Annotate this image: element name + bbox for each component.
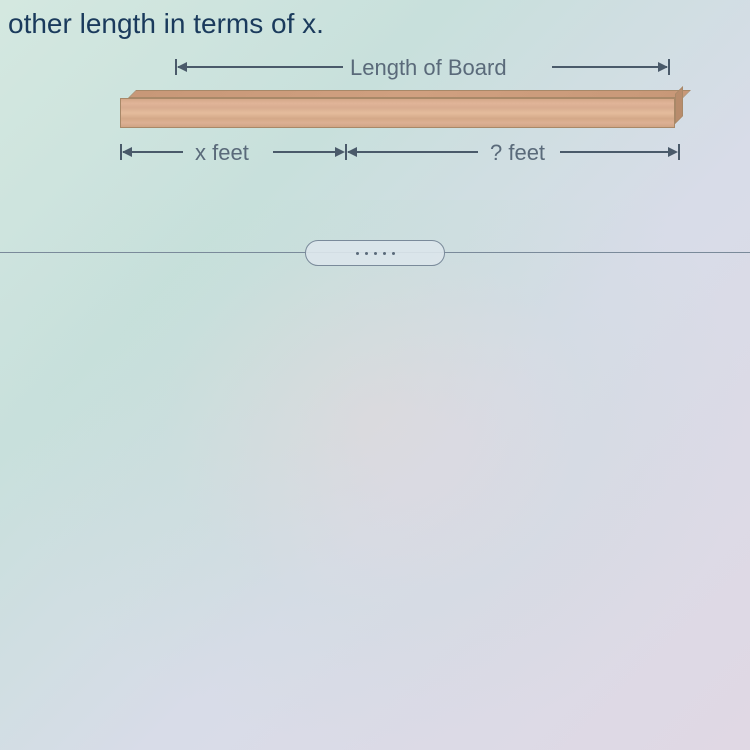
arrow-right-icon <box>668 147 678 157</box>
dimension-line <box>273 151 343 153</box>
wooden-board <box>120 90 690 132</box>
screen-glare-overlay <box>0 200 750 750</box>
dimension-line <box>178 66 343 68</box>
dot-icon <box>365 252 368 255</box>
board-top-face <box>128 90 691 98</box>
dimension-line <box>348 151 478 153</box>
top-dimension-row: Length of Board <box>175 55 670 85</box>
tick-mark <box>668 59 670 75</box>
board-side-face <box>675 86 683 124</box>
dot-icon <box>383 252 386 255</box>
dot-icon <box>374 252 377 255</box>
question-feet-label: ? feet <box>490 140 545 166</box>
board-diagram: Length of Board x feet ? feet <box>120 55 690 195</box>
expand-pill-button[interactable] <box>305 240 445 266</box>
top-dimension-label: Length of Board <box>350 55 507 81</box>
board-front-face <box>120 98 675 128</box>
question-text-fragment: other length in terms of x. <box>8 8 324 40</box>
bottom-dimension-row: x feet ? feet <box>120 140 680 170</box>
dot-icon <box>392 252 395 255</box>
dot-icon <box>356 252 359 255</box>
dimension-line <box>560 151 675 153</box>
arrow-right-icon <box>335 147 345 157</box>
dimension-line <box>552 66 667 68</box>
dimension-line <box>123 151 183 153</box>
x-feet-label: x feet <box>195 140 249 166</box>
arrow-right-icon <box>658 62 668 72</box>
tick-mark <box>678 144 680 160</box>
